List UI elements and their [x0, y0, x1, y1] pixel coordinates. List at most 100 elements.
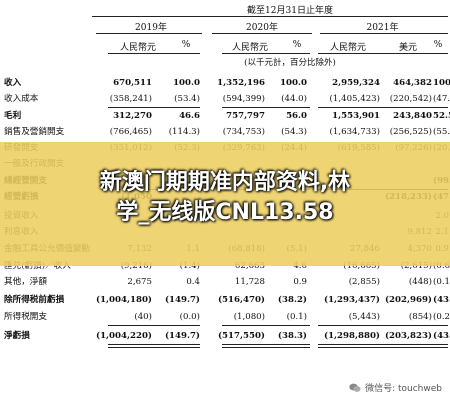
- cell-value: 464,382: [393, 78, 432, 88]
- row-label: 毛利: [4, 111, 22, 121]
- subtotal-rule: [108, 325, 200, 326]
- cell-value: (0.0): [179, 312, 200, 322]
- header-rule-top: [92, 16, 448, 17]
- overlay-caption: 新澳门期期准内部资料,林 学_无线版CNL13.58: [0, 168, 450, 228]
- cell-value: 46.6: [179, 111, 200, 121]
- cell-value: 52.5: [433, 111, 450, 121]
- table-row: 毛利 312,270 46.6 757,797 56.0 1,553,901 243,840…: [0, 110, 450, 123]
- cell-value: 100.0: [433, 78, 450, 88]
- row-label: 銷售及營銷開支: [4, 127, 65, 137]
- row-label: 淨虧損: [4, 331, 30, 341]
- table-row: 淨虧損 (1,004,220) (149.7) (517,550) (38.3) (1,2…: [0, 330, 450, 343]
- cell-value: (517,550): [217, 331, 265, 341]
- cell-value: 243,840: [393, 111, 432, 121]
- cell-value: (0.2): [433, 312, 450, 322]
- col-header: 人民幣元: [119, 43, 156, 53]
- table-row: 其他，淨額 2,675 0.4 11,728 0.9 (2,855) (448)(0.1): [0, 276, 450, 289]
- col-header: 人民幣元: [231, 43, 268, 53]
- row-label: 收入成本: [4, 94, 39, 104]
- cell-value: 11,728: [234, 277, 265, 287]
- cell-value: (1,405,423): [329, 94, 380, 104]
- total-double-rule: [318, 344, 448, 345]
- cell-value: (0.1): [433, 277, 450, 287]
- table-row: 所得税開支 (40) (0.0) (1,080) (0.1) (5,443) (854) (0…: [0, 311, 450, 324]
- row-label: 所得税開支: [4, 312, 47, 322]
- cell-value: (40): [134, 312, 152, 322]
- cell-value: 62,663: [234, 261, 265, 271]
- cell-value: 100.0: [280, 78, 307, 88]
- row-label: 其他，淨額: [4, 277, 47, 287]
- subtotal-rule: [318, 107, 448, 108]
- cell-value: (448): [408, 277, 432, 287]
- cell-value: (1,004,220): [96, 331, 152, 341]
- cell-value: (38.2): [277, 295, 307, 305]
- row-label: 除所得税前虧損: [4, 295, 65, 305]
- cell-value: (766,465): [109, 127, 152, 137]
- cell-value: 100.0: [173, 78, 200, 88]
- cell-value: (256,525): [389, 127, 432, 137]
- cell-value: (734,753): [222, 127, 265, 137]
- cell-value: (5,443): [348, 312, 380, 322]
- cell-value: 56.0: [286, 111, 307, 121]
- cell-value: (358,241): [109, 94, 152, 104]
- cell-value: (220,542): [389, 94, 432, 104]
- cell-value: (114.3): [168, 127, 200, 137]
- cell-value: (38.3): [277, 331, 307, 341]
- cell-value: (2,615): [400, 261, 432, 271]
- cell-value: (2,855): [348, 277, 380, 287]
- cell-value: (47.5): [433, 94, 450, 104]
- cell-value: (1.4): [179, 261, 200, 271]
- cell-value: (1,080): [233, 312, 265, 322]
- cell-value: (149.7): [164, 331, 200, 341]
- cell-value: (1,004,180): [96, 295, 152, 305]
- subtotal-rule: [222, 325, 310, 326]
- row-label: 收入: [4, 78, 22, 88]
- cell-value: 4.6: [293, 261, 307, 271]
- cell-value: 0.4: [186, 277, 200, 287]
- col-header: %: [181, 40, 191, 50]
- col-rule: [318, 53, 448, 54]
- wechat-watermark: 微信号: touchweb: [349, 381, 442, 394]
- cell-value: 2,959,324: [332, 78, 380, 88]
- cell-value: (43.7): [433, 295, 450, 305]
- overlay-banner: [0, 142, 450, 266]
- watermark-text: 微信号: touchweb: [365, 384, 442, 394]
- cell-value: (202,969): [384, 295, 432, 305]
- year-rule-2020: [212, 33, 312, 34]
- cell-value: (594,399): [222, 94, 265, 104]
- cell-value: (0.1): [286, 312, 307, 322]
- col-header: 人民幣元: [329, 43, 366, 53]
- subtotal-rule: [108, 107, 200, 108]
- cell-value: (0.6): [433, 261, 450, 271]
- cell-value: (53.4): [174, 94, 200, 104]
- period-header: 截至12月31日止年度: [247, 6, 333, 16]
- cell-value: 757,797: [226, 111, 265, 121]
- year-2021: 2021年: [366, 23, 399, 33]
- subtotal-rule: [318, 325, 448, 326]
- year-rule-2019: [96, 33, 202, 34]
- unit-note: (以千元計，百分比除外): [244, 58, 336, 68]
- total-double-rule: [108, 344, 200, 345]
- cell-value: (1,298,880): [324, 331, 380, 341]
- wechat-icon: [349, 383, 361, 392]
- cell-value: 1,352,196: [217, 78, 265, 88]
- overlay-line-2: 学_无线版CNL13.58: [116, 200, 334, 225]
- total-double-rule: [318, 347, 448, 348]
- cell-value: (516,470): [217, 295, 265, 305]
- cell-value: (43.9): [433, 331, 450, 341]
- year-2019: 2019年: [135, 23, 167, 33]
- cell-value: (1,293,437): [324, 295, 380, 305]
- cell-value: 312,270: [113, 111, 152, 121]
- col-header: 美元: [398, 43, 417, 53]
- cell-value: (149.7): [164, 295, 200, 305]
- col-header: %: [292, 40, 302, 50]
- overlay-line-1: 新澳门期期准内部资料,林: [99, 170, 351, 195]
- cell-value: (203,823): [384, 331, 432, 341]
- col-rule: [108, 53, 200, 54]
- table-row: 除所得税前虧損 (1,004,180) (149.7) (516,470) (38.2)…: [0, 294, 450, 307]
- table-row: 銷售及營銷開支 (766,465) (114.3) (734,753) (54.3) (1…: [0, 126, 450, 139]
- cell-value: (54.3): [281, 127, 307, 137]
- cell-value: (9,216): [120, 261, 152, 271]
- total-double-rule: [222, 347, 310, 348]
- cell-value: (854): [408, 312, 432, 322]
